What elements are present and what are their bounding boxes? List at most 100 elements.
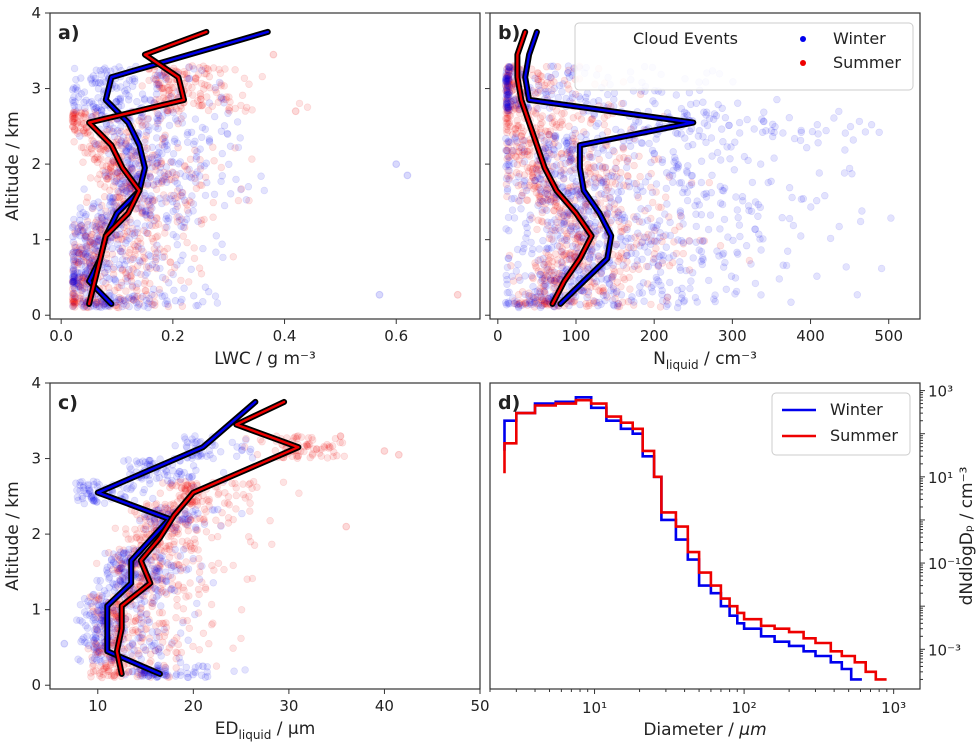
summer-scatter-point	[109, 128, 118, 136]
winter-scatter-point	[502, 146, 510, 155]
winter-scatter-point	[209, 579, 218, 587]
winter-scatter-point	[113, 84, 121, 92]
winter-scatter-point	[661, 210, 669, 218]
summer-scatter-point	[182, 558, 190, 566]
winter-scatter-point	[105, 275, 114, 283]
winter-scatter-point	[171, 115, 180, 123]
winter-scatter-point	[785, 113, 793, 122]
summer-scatter-point	[197, 79, 206, 88]
winter-scatter-point	[503, 65, 511, 74]
summer-scatter-point	[160, 253, 169, 261]
winter-scatter-point	[518, 191, 526, 200]
winter-scatter-point	[607, 187, 616, 196]
summer-scatter-point	[214, 559, 223, 567]
winter-scatter-point	[189, 200, 198, 208]
winter-scatter-point	[179, 251, 187, 259]
winter-scatter-point	[700, 119, 708, 127]
winter-scatter-point	[80, 185, 88, 193]
summer-scatter-point	[205, 639, 213, 648]
summer-scatter-point	[156, 489, 165, 497]
winter-scatter-point	[732, 287, 741, 296]
summer-scatter-point	[178, 302, 187, 310]
winter-scatter-point	[570, 164, 578, 172]
summer-scatter-point	[185, 278, 193, 286]
winter-scatter-point	[545, 114, 553, 122]
winter-scatter-point	[511, 135, 519, 143]
summer-scatter-point	[70, 301, 79, 309]
summer-scatter-point	[558, 116, 566, 125]
summer-scatter-point	[156, 245, 164, 253]
summer-scatter-point	[71, 114, 79, 123]
winter-scatter-point	[630, 152, 638, 160]
summer-scatter-point	[121, 183, 129, 191]
winter-scatter-point	[644, 262, 652, 271]
summer-scatter-point	[178, 215, 186, 223]
winter-scatter-point	[699, 256, 707, 264]
winter-scatter-point	[813, 272, 821, 280]
summer-scatter-point	[195, 264, 204, 272]
summer-scatter-point	[204, 66, 213, 74]
summer-scatter-point	[99, 166, 107, 175]
winter-scatter-point	[671, 156, 680, 164]
summer-scatter-point	[168, 168, 177, 176]
summer-scatter-point	[246, 537, 255, 546]
winter-scatter-point	[634, 118, 643, 126]
summer-scatter-point	[705, 178, 713, 187]
summer-scatter-point	[174, 119, 182, 128]
summer-scatter-point	[83, 242, 91, 251]
winter-scatter-point	[799, 195, 807, 203]
winter-scatter-point	[543, 218, 552, 226]
summer-scatter-point	[186, 579, 194, 587]
winter-scatter-point	[145, 221, 154, 229]
winter-scatter-point	[165, 279, 173, 287]
summer-scatter-point	[240, 74, 249, 83]
summer-scatter-point	[315, 449, 324, 457]
winter-scatter-point	[504, 102, 512, 111]
summer-scatter-point	[191, 146, 199, 155]
summer-scatter-point	[75, 294, 84, 303]
winter-scatter-point	[770, 154, 778, 162]
winter-scatter-point	[242, 196, 251, 204]
winter-scatter-point	[218, 149, 227, 158]
winter-scatter-point	[178, 119, 187, 127]
winter-scatter-point	[551, 70, 560, 78]
winter-scatter-point	[727, 272, 736, 280]
winter-scatter-point	[576, 300, 584, 309]
winter-scatter-point	[565, 73, 574, 81]
summer-scatter-point	[583, 160, 592, 169]
winter-scatter-point	[609, 261, 617, 269]
summer-scatter-point	[243, 575, 251, 583]
winter-scatter-point	[877, 264, 886, 273]
summer-scatter-point	[127, 272, 136, 280]
summer-scatter-point	[533, 225, 541, 234]
winter-scatter-point	[608, 296, 617, 304]
winter-scatter-point	[582, 93, 590, 102]
winter-scatter-point	[649, 281, 657, 289]
winter-scatter-point	[666, 218, 674, 227]
winter-outlier-point	[403, 171, 412, 180]
summer-scatter-point	[182, 593, 190, 601]
winter-scatter-point	[95, 203, 104, 212]
summer-scatter-point	[70, 110, 79, 119]
winter-scatter-point	[503, 187, 512, 195]
winter-scatter-point	[70, 64, 79, 73]
summer-scatter-point	[204, 106, 213, 115]
winter-scatter-point	[170, 526, 179, 534]
summer-scatter-point	[162, 198, 170, 206]
summer-scatter-point	[104, 283, 113, 292]
winter-scatter-point	[171, 545, 179, 554]
winter-scatter-point	[173, 179, 182, 188]
summer-scatter-point	[217, 163, 226, 172]
summer-scatter-point	[192, 74, 200, 83]
legend-winter-marker	[800, 36, 806, 42]
summer-scatter-point	[306, 453, 314, 462]
summer-scatter-point	[153, 79, 161, 88]
winter-scatter-point	[710, 295, 718, 303]
summer-scatter-point	[83, 129, 92, 137]
summer-scatter-point	[194, 546, 202, 554]
winter-scatter-point	[597, 190, 605, 198]
winter-scatter-point	[632, 249, 640, 258]
summer-scatter-point	[112, 170, 120, 178]
winter-scatter-point	[218, 240, 226, 248]
